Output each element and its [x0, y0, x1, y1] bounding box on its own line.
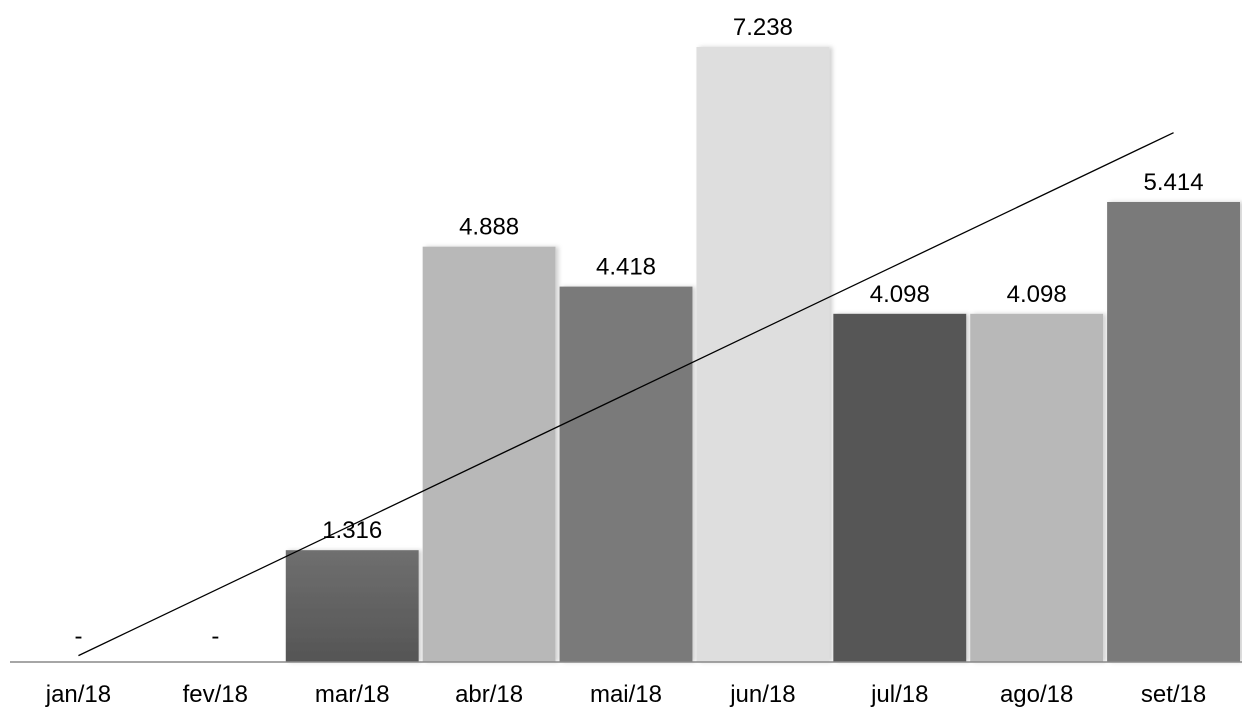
x-tick-labels-layer: jan/18 fev/18 mar/18 abr/18 mai/18 jun/18 jul/… [45, 681, 1207, 708]
x-tick-set-18: set/18 [1141, 681, 1206, 708]
bar-set-18 [1107, 201, 1240, 663]
bar-mai-18 [559, 286, 693, 662]
data-label-mar-18: 1.316 [322, 517, 382, 544]
x-tick-mar-18: mar/18 [315, 681, 390, 708]
x-tick-jul-18: jul/18 [870, 681, 928, 708]
bar-ago-18 [970, 313, 1104, 662]
bar-jun-18 [696, 47, 830, 662]
data-label-fev-18: - [211, 623, 219, 650]
data-label-jun-18: 7.238 [733, 14, 793, 41]
linear-trendline [78, 132, 1174, 657]
bars-layer [285, 47, 1240, 663]
x-tick-jan-18: jan/18 [45, 681, 111, 708]
data-label-ago-18: 4.098 [1007, 281, 1067, 308]
data-label-set-18: 5.414 [1144, 169, 1204, 196]
x-tick-abr-18: abr/18 [455, 681, 523, 708]
trendline-layer [78, 132, 1174, 657]
data-label-jan-18: - [74, 623, 82, 650]
x-tick-fev-18: fev/18 [183, 681, 248, 708]
value-labels-layer: - - 1.316 4.888 4.418 7.238 4.098 4.098 5.414 [74, 14, 1203, 650]
data-label-abr-18: 4.888 [459, 214, 519, 241]
bar-abr-18 [422, 246, 556, 662]
x-tick-ago-18: ago/18 [1000, 681, 1073, 708]
bar-jul-18 [833, 313, 967, 662]
bar-mar-18 [285, 550, 419, 662]
x-tick-jun-18: jun/18 [729, 681, 795, 708]
data-label-jul-18: 4.098 [870, 281, 930, 308]
data-label-mai-18: 4.418 [596, 254, 656, 281]
x-tick-mai-18: mai/18 [590, 681, 662, 708]
